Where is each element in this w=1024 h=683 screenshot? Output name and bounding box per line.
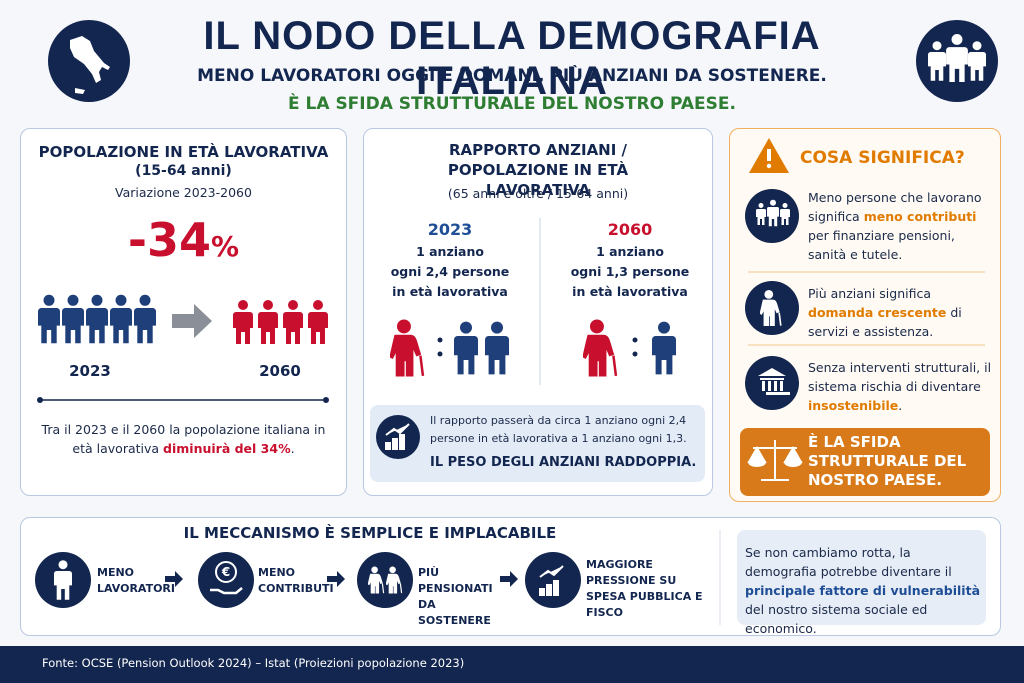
column-year: 2023: [427, 220, 473, 239]
meaning-item: Senza interventi strutturali, il sistema…: [808, 358, 993, 415]
text: Meno persone che lavorano significa: [808, 190, 982, 224]
svg-text:€: €: [221, 565, 230, 579]
title: IL NODO DELLA DEMOGRAFIA ITALIANA: [203, 14, 821, 103]
panel-title: COSA SIGNIFICA?: [800, 148, 965, 168]
subtitle: MENO LAVORATORI OGGI E DOMANI, PIÙ ANZIA…: [197, 66, 827, 86]
subtitle: (65 anni e oltre / 15-64 anni): [447, 186, 629, 201]
footer-bar: [0, 646, 1024, 683]
column-line: in età lavorativa: [572, 284, 688, 299]
text: Più anziani significa: [808, 286, 931, 301]
mechanism-title: IL MECCANISMO È SEMPLICE E IMPLACABILE: [183, 524, 557, 542]
change-value: -34: [127, 213, 212, 267]
column-line: 1 anziano: [416, 244, 484, 259]
highlight: meno contributi: [863, 209, 977, 224]
change-unit: %: [211, 230, 240, 263]
text: del nostro sistema sociale ed economico.: [745, 602, 928, 636]
mechanism-step: MENO LAVORATORI: [97, 566, 175, 595]
column-line: in età lavorativa: [392, 284, 508, 299]
text: Senza interventi strutturali, il sistema…: [808, 360, 992, 394]
panel-title: RAPPORTO ANZIANI / POPOLAZIONE IN ETÀ LA…: [447, 141, 629, 199]
period: Variazione 2023-2060: [115, 185, 252, 200]
text: .: [290, 441, 295, 456]
callout: È LA SFIDA STRUTTURALE DEL NOSTRO PAESE.: [808, 433, 967, 489]
conclusion: Se non cambiamo rotta, la demografia pot…: [745, 543, 985, 638]
text: .: [898, 398, 903, 413]
age-range: (15-64 anni): [135, 163, 232, 179]
source: Fonte: OCSE (Pension Outlook 2024) – Ist…: [42, 656, 465, 670]
column-line: 1 anziano: [596, 244, 664, 259]
column-line: ogni 2,4 persone: [390, 264, 510, 279]
year: 2023: [69, 362, 111, 380]
text: Se non cambiamo rotta, la demografia pot…: [745, 545, 952, 579]
highlight: insostenibile: [808, 398, 899, 413]
meaning-item: Più anziani significa domanda crescente …: [808, 284, 993, 341]
highlight: domanda crescente: [808, 305, 947, 320]
mechanism-step: MENO CONTRIBUTI: [258, 566, 334, 595]
column-year: 2060: [607, 220, 653, 239]
highlight: diminuirà del 34%: [163, 441, 291, 456]
mechanism-step: PIÙ PENSIONATI DA SOSTENERE: [418, 566, 493, 627]
year: 2060: [259, 362, 301, 380]
column-line: ogni 1,3 persone: [570, 264, 690, 279]
callout-box: [740, 428, 990, 496]
meaning-item: Meno persone che lavorano significa meno…: [808, 188, 993, 264]
note: Il rapporto passerà da circa 1 anziano o…: [430, 414, 687, 445]
mechanism-step: MAGGIORE PRESSIONE SU SPESA PUBBLICA E F…: [586, 558, 703, 619]
conclusion-box: [737, 530, 986, 625]
text: per finanziare pensioni, sanità e tutele…: [808, 228, 955, 262]
panel-title: POPOLAZIONE IN ETÀ LAVORATIVA: [38, 143, 329, 161]
tagline: È LA SFIDA STRUTTURALE DEL NOSTRO PAESE.: [288, 94, 736, 114]
highlight: principale fattore di vulnerabilità: [745, 583, 980, 598]
text: di servizi e assistenza.: [808, 305, 962, 339]
text: Tra il 2023 e il 2060 la popolazione ita…: [41, 422, 326, 456]
note-headline: IL PESO DEGLI ANZIANI RADDOPPIA.: [430, 455, 697, 470]
change: -34%: [20, 212, 347, 275]
note-box: [370, 405, 705, 482]
note: Tra il 2023 e il 2060 la popolazione ita…: [40, 420, 327, 458]
